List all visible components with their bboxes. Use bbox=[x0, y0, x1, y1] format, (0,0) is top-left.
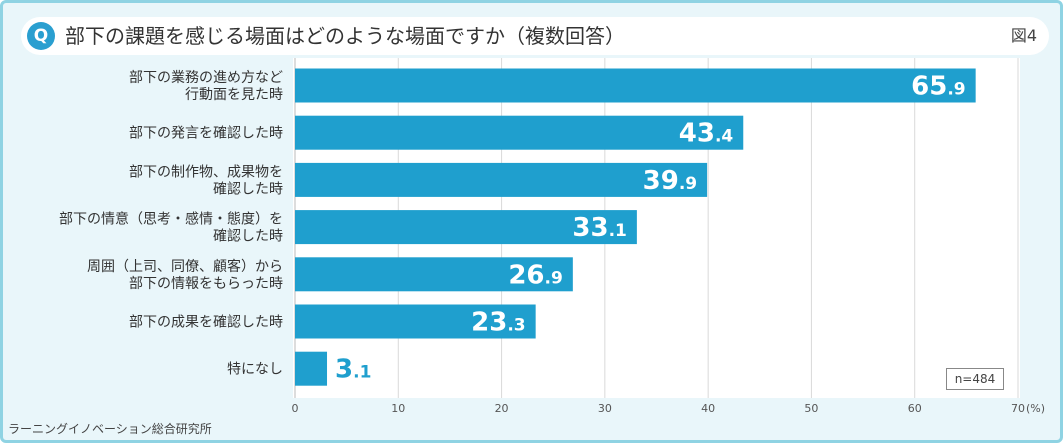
bar bbox=[295, 115, 744, 150]
value-label: 26.9 bbox=[508, 260, 562, 290]
question-header: Q 部下の課題を感じる場面はどのような場面ですか（複数回答） 図4 bbox=[21, 17, 1049, 55]
source-credit: ラーニングイノベーション総合研究所 bbox=[8, 422, 212, 436]
category-label: 部下の業務の進め方など行動面を見た時 bbox=[129, 70, 283, 103]
bar bbox=[295, 304, 536, 339]
bar bbox=[295, 257, 573, 292]
x-tick-label: 50 bbox=[804, 402, 818, 415]
category-label: 周囲（上司、同僚、顧客）から部下の情報をもらった時 bbox=[87, 258, 283, 292]
value-label: 3.1 bbox=[335, 355, 371, 385]
x-tick-label: 10 bbox=[391, 402, 405, 415]
x-tick-label: 30 bbox=[598, 402, 612, 415]
bar bbox=[295, 68, 976, 103]
value-label: 43.4 bbox=[679, 119, 734, 149]
value-label: 23.3 bbox=[471, 308, 525, 338]
category-label: 部下の制作物、成果物を確認した時 bbox=[129, 164, 283, 197]
value-label: 65.9 bbox=[911, 72, 965, 102]
question-text: 部下の課題を感じる場面はどのような場面ですか（複数回答） bbox=[65, 24, 625, 48]
question-badge: Q bbox=[27, 22, 55, 50]
bar bbox=[295, 210, 637, 245]
category-label: 部下の成果を確認した時 bbox=[129, 315, 283, 331]
x-tick-label: 70 bbox=[1011, 402, 1025, 415]
value-label: 33.1 bbox=[572, 213, 626, 243]
sample-size-box: n=484 bbox=[946, 368, 1004, 390]
x-tick-label: 40 bbox=[701, 402, 715, 415]
x-tick-label: 60 bbox=[908, 402, 922, 415]
x-tick-label: 0 bbox=[292, 402, 299, 415]
figure-label: 図4 bbox=[1010, 26, 1037, 45]
x-tick-label: 20 bbox=[495, 402, 509, 415]
category-label: 部下の情意（思考・感情・態度）を確認した時 bbox=[59, 211, 283, 245]
x-unit-label: (%) bbox=[1026, 402, 1045, 415]
category-label: 特になし bbox=[227, 362, 283, 378]
value-label: 39.9 bbox=[643, 166, 697, 196]
bar bbox=[295, 162, 708, 197]
category-label: 部下の発言を確認した時 bbox=[129, 126, 283, 142]
bar bbox=[295, 351, 328, 386]
